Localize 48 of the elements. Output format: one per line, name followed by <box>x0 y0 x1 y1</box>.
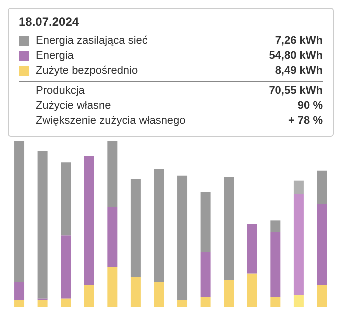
bar <box>294 194 304 296</box>
bar <box>270 232 281 298</box>
bar <box>154 169 164 282</box>
text: 7,26 kWh <box>275 34 323 46</box>
bar <box>38 150 48 299</box>
text: 90 % <box>298 100 323 114</box>
bar <box>14 141 25 282</box>
bar <box>200 252 211 298</box>
bar <box>294 180 304 194</box>
text: Produkcja <box>36 85 86 99</box>
bar <box>14 282 25 300</box>
bar <box>270 220 281 232</box>
bar <box>178 176 188 300</box>
bar <box>130 179 141 278</box>
legend-label: Energia <box>36 50 75 62</box>
bar <box>61 298 72 307</box>
bar <box>247 274 258 307</box>
bar <box>84 156 94 286</box>
bar <box>38 300 48 307</box>
bar <box>61 236 72 299</box>
legend-label: Energia zasilająca sieć <box>36 34 149 46</box>
bar <box>108 141 118 208</box>
bar <box>317 204 328 286</box>
text: + 78 % <box>288 115 323 129</box>
legend-label: Zużyte bezpośrednio <box>36 64 140 76</box>
text: 8,49 kWh <box>275 64 323 76</box>
bar <box>108 267 118 307</box>
bar <box>317 170 328 204</box>
bar <box>84 285 94 307</box>
bar <box>200 297 211 307</box>
bar <box>224 280 234 307</box>
bar <box>108 207 118 268</box>
text: 70,55 kWh <box>269 85 323 99</box>
bar <box>200 192 211 252</box>
bar <box>154 282 164 307</box>
text: 54,80 kWh <box>269 50 323 62</box>
bar <box>14 300 25 307</box>
bar <box>294 295 304 307</box>
bar <box>247 224 258 274</box>
bar <box>61 162 72 236</box>
bar <box>270 297 281 307</box>
chart-title: 18.07.2024 <box>19 15 80 29</box>
bar <box>130 277 141 307</box>
bar <box>317 285 328 307</box>
text: Zużycie własne <box>36 100 112 114</box>
text: Zwiększenie zużycia własnego <box>36 115 187 129</box>
bar <box>178 300 188 307</box>
bar <box>224 178 234 280</box>
